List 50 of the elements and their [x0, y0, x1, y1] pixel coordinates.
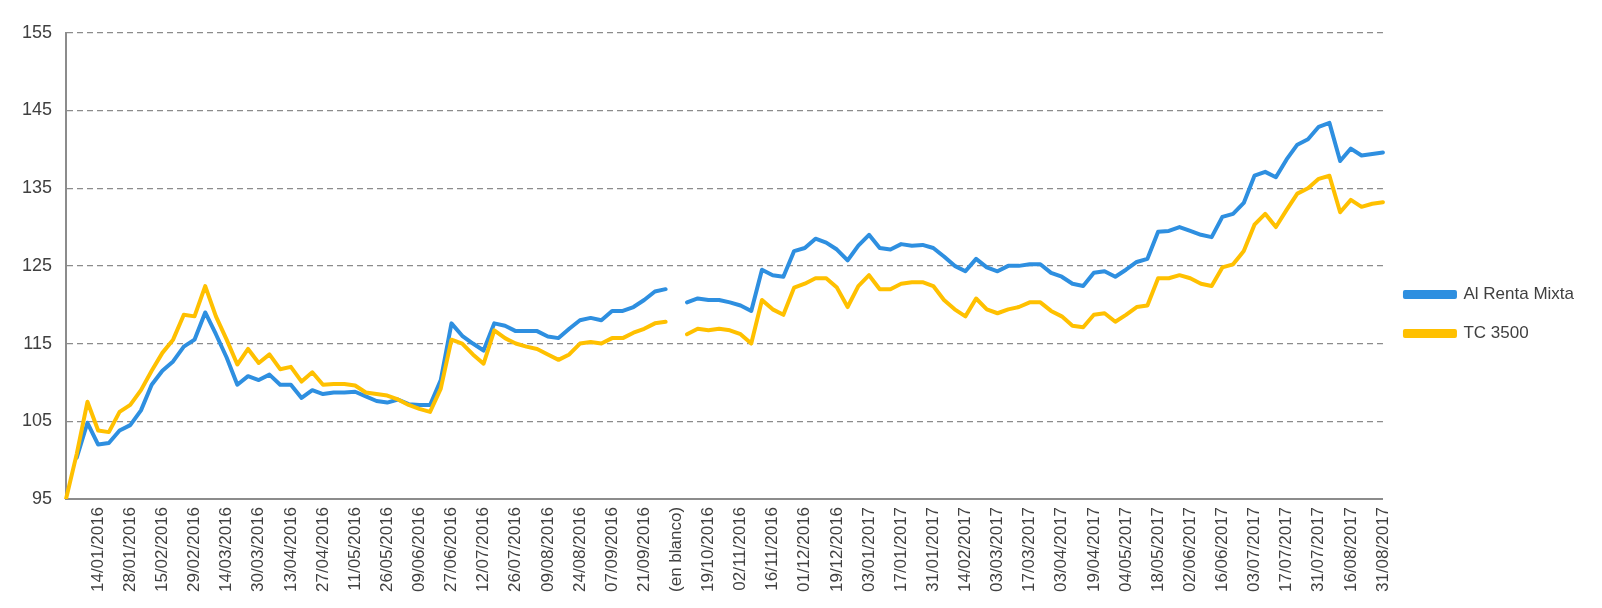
- x-tick-label: 07/09/2016: [601, 506, 621, 593]
- y-tick-label: 115: [23, 332, 53, 353]
- x-tick-label: 02/11/2016: [730, 506, 750, 591]
- x-tick-label: 17/01/2017: [890, 506, 910, 593]
- x-tick-label: 17/07/2017: [1276, 506, 1296, 593]
- x-tick-label: 27/06/2016: [441, 506, 461, 593]
- x-tick-label: 31/07/2017: [1308, 506, 1328, 593]
- x-tick-label: 29/02/2016: [184, 506, 204, 593]
- x-tick-label: 01/12/2016: [794, 506, 814, 593]
- x-tick-label: 09/08/2016: [537, 506, 557, 593]
- x-tick-label: 12/07/2016: [473, 506, 493, 593]
- x-tick-label: 19/04/2017: [1083, 506, 1103, 593]
- x-tick-label: 31/08/2017: [1372, 506, 1392, 593]
- y-tick-label: 125: [21, 254, 53, 275]
- legend-label: TC 3500: [1463, 323, 1529, 343]
- x-tick-label: 11/05/2016: [344, 506, 364, 591]
- x-tick-label: 02/06/2017: [1179, 506, 1199, 593]
- x-tick-label: 21/09/2016: [633, 506, 653, 593]
- x-tick-label: (en blanco): [666, 506, 685, 592]
- x-tick-label: 14/01/2016: [87, 506, 107, 593]
- y-tick-label: 145: [21, 99, 53, 120]
- x-tick-label: 16/06/2017: [1212, 506, 1232, 593]
- x-tick-label: 28/01/2016: [119, 506, 139, 593]
- x-tick-label: 27/04/2016: [312, 506, 332, 593]
- y-tick-label: 95: [32, 487, 53, 508]
- x-tick-label: 19/12/2016: [826, 506, 846, 593]
- x-tick-label: 18/05/2017: [1147, 506, 1167, 593]
- y-tick-label: 135: [21, 177, 53, 198]
- x-tick-label: 26/07/2016: [505, 506, 525, 593]
- x-tick-label: 31/01/2017: [922, 506, 942, 593]
- x-tick-label: 30/03/2016: [248, 506, 268, 593]
- x-tick-label: 14/03/2016: [216, 506, 236, 593]
- legend-label: Al Renta Mixta: [1463, 284, 1575, 304]
- x-tick-label: 19/10/2016: [698, 506, 718, 593]
- y-tick-label: 105: [21, 410, 53, 431]
- x-tick-label: 13/04/2016: [280, 506, 300, 593]
- x-tick-label: 03/07/2017: [1244, 506, 1264, 593]
- x-tick-label: 03/04/2017: [1051, 506, 1071, 593]
- x-tick-label: 24/08/2016: [569, 506, 589, 593]
- x-tick-label: 04/05/2017: [1115, 506, 1135, 593]
- x-tick-label: 03/01/2017: [858, 506, 878, 593]
- x-tick-label: 26/05/2016: [376, 506, 396, 593]
- x-tick-label: 17/03/2017: [1019, 506, 1039, 593]
- x-tick-label: 16/11/2016: [762, 506, 782, 591]
- x-tick-label: 15/02/2016: [152, 506, 172, 593]
- x-tick-label: 03/03/2017: [987, 506, 1007, 593]
- x-tick-label: 16/08/2017: [1340, 506, 1360, 593]
- y-tick-label: 155: [21, 21, 53, 42]
- x-tick-label: 14/02/2017: [955, 506, 975, 593]
- x-tick-label: 09/06/2016: [409, 506, 429, 593]
